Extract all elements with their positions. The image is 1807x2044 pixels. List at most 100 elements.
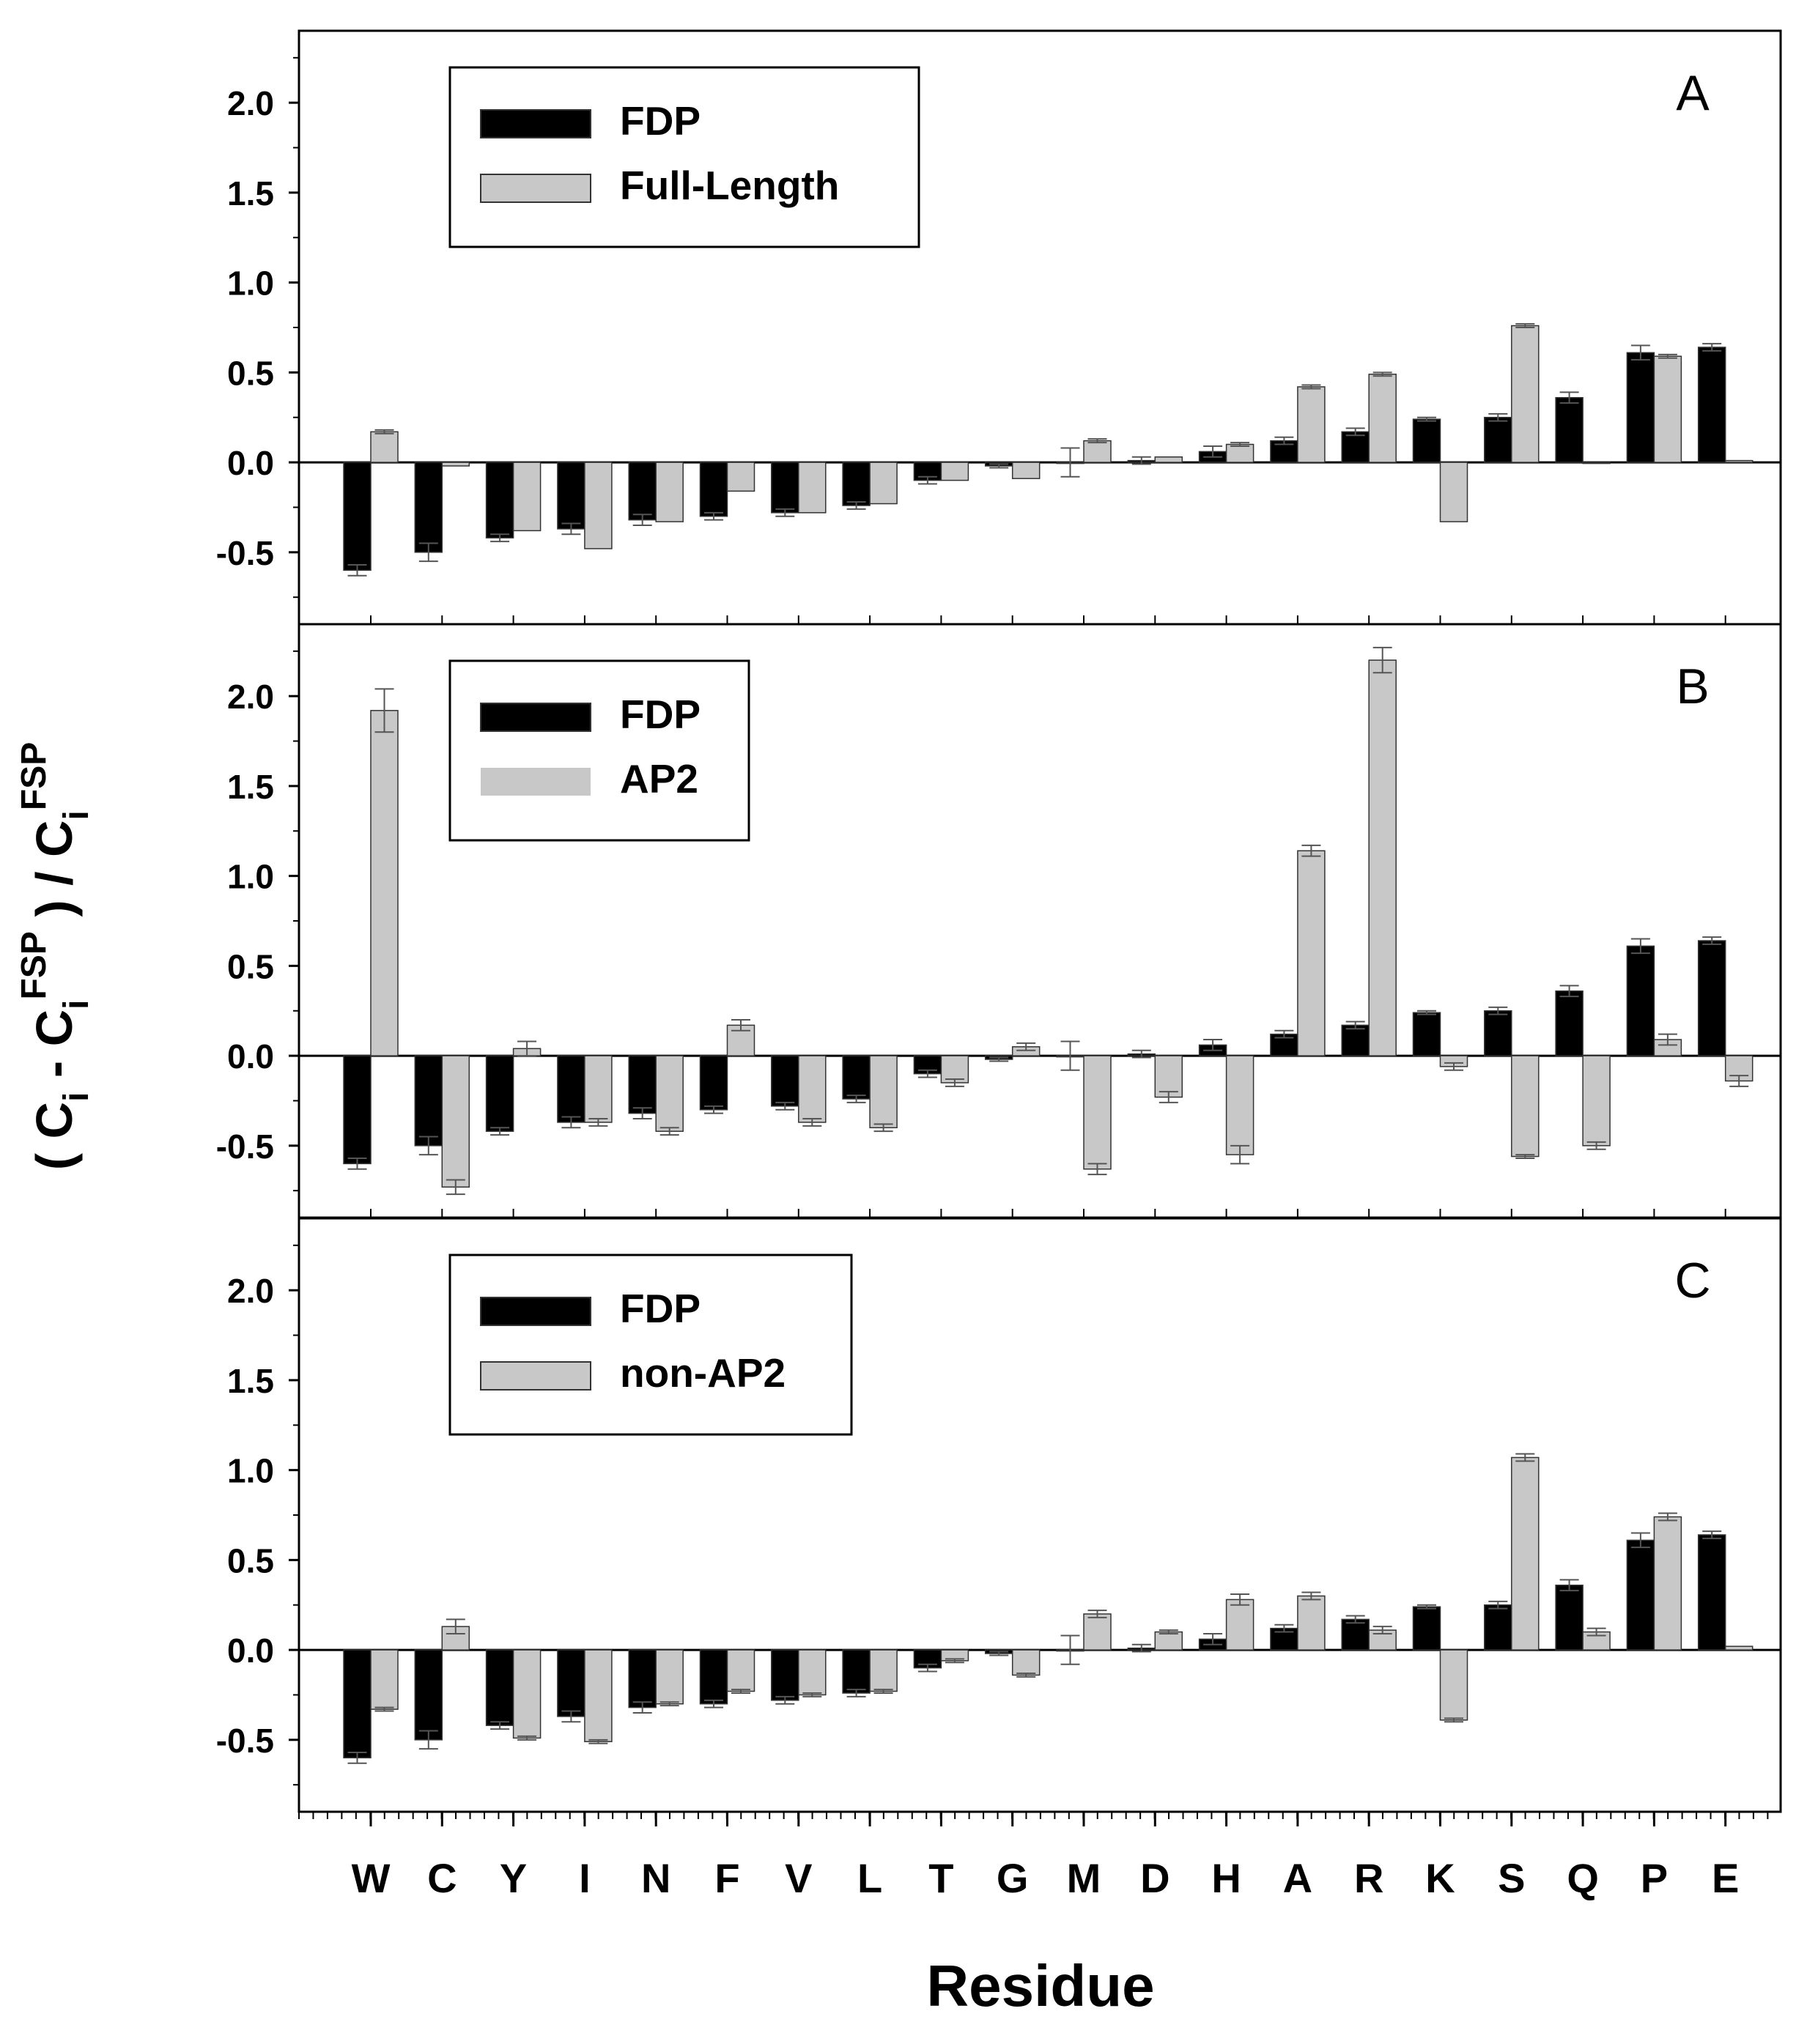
bar-full-length-g xyxy=(1011,462,1041,479)
bar-fdp-p xyxy=(1626,352,1655,463)
x-tick-label-q: Q xyxy=(1567,1855,1599,1901)
bar-fdp-f xyxy=(699,1055,728,1111)
bar-full-length-e xyxy=(1724,459,1754,463)
bar-fdp-e xyxy=(1697,1534,1726,1651)
bar-fdp-l xyxy=(842,1055,871,1100)
x-tick-label-e: E xyxy=(1712,1855,1739,1901)
bar-ap2-n xyxy=(655,1055,684,1132)
bar-fdp-p xyxy=(1626,1539,1655,1651)
legend-swatch-fdp xyxy=(480,109,591,138)
bar-non-ap2-l xyxy=(869,1649,898,1692)
x-tick-label-h: H xyxy=(1211,1855,1241,1901)
y-tick-label: 0.0 xyxy=(227,1037,274,1075)
x-tick-label-c: C xyxy=(427,1855,457,1901)
legend-label: non-AP2 xyxy=(620,1350,786,1396)
x-tick-label-a: A xyxy=(1283,1855,1312,1901)
bar-ap2-r xyxy=(1368,659,1397,1056)
bar-fdp-s xyxy=(1484,416,1512,463)
bar-non-ap2-g xyxy=(1011,1649,1041,1676)
bar-non-ap2-i xyxy=(584,1649,613,1743)
bar-fdp-k xyxy=(1412,418,1441,463)
bar-fdp-n xyxy=(628,1649,657,1708)
bar-fdp-k xyxy=(1412,1012,1441,1056)
bars xyxy=(343,1453,1754,1764)
y-tick-label: 2.0 xyxy=(227,678,274,716)
chart-panels: 2.0 1.5 1.0 0.5 0.0 -0.5 A FDP Full-Length 2.0 1.5… xyxy=(216,29,1782,1813)
bar-fdp-r xyxy=(1341,1618,1370,1651)
bar-full-length-l xyxy=(869,462,898,505)
bar-fdp-s xyxy=(1484,1604,1512,1651)
bar-ap2-v xyxy=(798,1055,827,1123)
bar-non-ap2-k xyxy=(1439,1649,1468,1721)
bar-non-ap2-y xyxy=(512,1649,542,1739)
bar-fdp-l xyxy=(842,1649,871,1694)
bar-fdp-n xyxy=(628,1055,657,1114)
bar-non-ap2-d xyxy=(1154,1631,1183,1651)
bar-fdp-c xyxy=(414,1649,443,1741)
bar-full-length-q xyxy=(1582,462,1611,464)
bar-fdp-q xyxy=(1555,1584,1584,1651)
bar-ap2-m xyxy=(1083,1055,1112,1170)
x-tick-label-r: R xyxy=(1354,1855,1383,1901)
y-tick-label: 0.0 xyxy=(227,444,274,482)
bar-fdp-i xyxy=(557,1055,585,1123)
bar-fdp-i xyxy=(557,1649,585,1717)
bar-ap2-d xyxy=(1154,1055,1183,1098)
bar-full-length-f xyxy=(726,462,755,492)
bar-ap2-s xyxy=(1511,1055,1540,1158)
bar-full-length-i xyxy=(584,462,613,549)
bar-fdp-k xyxy=(1412,1606,1441,1651)
bar-non-ap2-s xyxy=(1511,1456,1540,1651)
bar-full-length-p xyxy=(1653,355,1682,463)
bar-non-ap2-h xyxy=(1225,1599,1254,1651)
bar-full-length-r xyxy=(1368,374,1397,463)
bar-ap2-w xyxy=(370,710,399,1056)
y-tick-label: 0.5 xyxy=(227,947,274,985)
bar-full-length-a xyxy=(1297,386,1326,463)
legend: FDP Full-Length xyxy=(448,66,920,248)
y-axis-label: ( Ci - CiFSP ) / CiFSP xyxy=(15,742,96,1170)
x-tick-label-y: Y xyxy=(500,1855,527,1901)
y-tick-label: 1.5 xyxy=(227,1362,274,1400)
bars xyxy=(343,323,1754,577)
bar-ap2-l xyxy=(869,1055,898,1129)
y-tick-label: 2.0 xyxy=(227,1272,274,1310)
bar-ap2-c xyxy=(441,1055,470,1188)
legend-swatch-fdp xyxy=(480,1297,591,1326)
y-tick-label: 1.5 xyxy=(227,768,274,806)
bar-fdp-q xyxy=(1555,990,1584,1056)
bar-ap2-h xyxy=(1225,1055,1254,1155)
bar-fdp-y xyxy=(485,1649,514,1726)
bar-non-ap2-n xyxy=(655,1649,684,1705)
x-tick-label-k: K xyxy=(1425,1855,1455,1901)
y-tick-label: 0.5 xyxy=(227,354,274,392)
y-tick-label: 1.5 xyxy=(227,174,274,212)
x-tick-label-i: I xyxy=(579,1855,591,1901)
legend-swatch-non-ap2 xyxy=(480,1361,591,1391)
bar-ap2-i xyxy=(584,1055,613,1123)
bar-fdp-s xyxy=(1484,1010,1512,1056)
legend-box xyxy=(448,1254,853,1436)
legend-box xyxy=(448,66,920,248)
x-tick-label-f: F xyxy=(714,1855,739,1901)
x-tick-label-p: P xyxy=(1641,1855,1668,1901)
bar-non-ap2-w xyxy=(370,1649,399,1710)
x-axis-label: Residue xyxy=(926,1953,1154,2018)
bar-fdp-y xyxy=(485,1055,514,1132)
bar-fdp-w xyxy=(343,1649,372,1759)
bar-non-ap2-a xyxy=(1297,1595,1326,1651)
x-tick-label-s: S xyxy=(1498,1855,1525,1901)
x-tick-label-v: V xyxy=(785,1855,812,1901)
bar-ap2-q xyxy=(1582,1055,1611,1147)
x-tick-label-d: D xyxy=(1140,1855,1169,1901)
bar-full-length-c xyxy=(441,462,470,467)
x-tick-label-n: N xyxy=(641,1855,670,1901)
x-tick-label-g: G xyxy=(997,1855,1029,1901)
bar-full-length-s xyxy=(1511,325,1540,463)
bar-fdp-p xyxy=(1626,945,1655,1056)
y-tick-label: 1.0 xyxy=(227,1452,274,1490)
bar-non-ap2-v xyxy=(798,1649,827,1696)
bar-fdp-c xyxy=(414,462,443,553)
bar-fdp-w xyxy=(343,1055,372,1165)
